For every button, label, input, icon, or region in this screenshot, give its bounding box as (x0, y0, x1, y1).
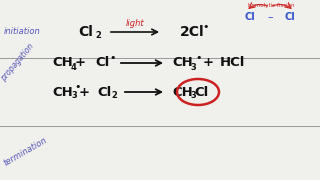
Text: Cl: Cl (244, 12, 255, 22)
Text: CH: CH (172, 86, 193, 98)
Text: propagation: propagation (0, 42, 36, 83)
Text: +: + (78, 86, 90, 98)
Text: •: • (74, 82, 81, 92)
Text: homolytic fission: homolytic fission (248, 3, 294, 8)
Text: 3: 3 (71, 91, 77, 100)
Text: Cl: Cl (194, 86, 208, 98)
Text: termination: termination (2, 136, 48, 168)
Text: •: • (202, 22, 209, 32)
Text: –: – (267, 12, 273, 22)
Text: •: • (195, 53, 202, 63)
Text: Cl: Cl (284, 12, 295, 22)
Text: 2: 2 (95, 31, 101, 40)
Text: Cl: Cl (78, 25, 93, 39)
Text: Cl: Cl (97, 86, 111, 98)
Text: light: light (126, 19, 144, 28)
Text: •: • (109, 53, 116, 63)
Text: 2Cl: 2Cl (180, 25, 204, 39)
Text: CH: CH (172, 57, 193, 69)
Text: +: + (75, 57, 85, 69)
Text: CH: CH (52, 57, 73, 69)
Text: CH: CH (52, 86, 73, 98)
Text: Cl: Cl (95, 57, 109, 69)
Text: 2: 2 (111, 91, 117, 100)
Text: 3: 3 (190, 91, 196, 100)
Text: 4: 4 (71, 62, 77, 71)
Text: +: + (203, 57, 213, 69)
Text: 3: 3 (190, 62, 196, 71)
Text: initiation: initiation (4, 28, 41, 37)
Text: HCl: HCl (220, 57, 245, 69)
